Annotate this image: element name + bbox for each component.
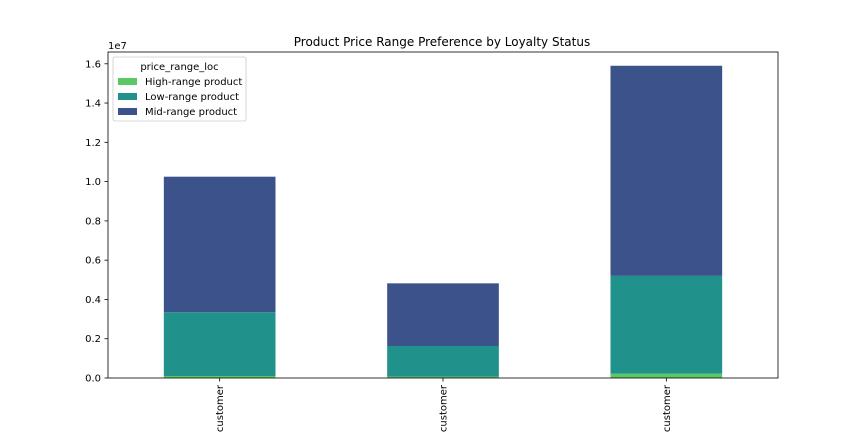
y-axis-offset-label: 1e7: [108, 41, 127, 52]
legend: price_range_loc High-range product Low-ran…: [112, 56, 247, 122]
y-tick-label-7: 1.4: [85, 99, 101, 110]
bar-2-series-1: [387, 376, 499, 378]
y-tick-label-2: 0.4: [85, 295, 101, 306]
y-tick-label-5: 1.0: [85, 177, 101, 188]
legend-label-3: Mid-range product: [145, 107, 237, 118]
legend-box: [112, 56, 247, 122]
legend-label-1: High-range product: [145, 77, 242, 88]
bar-2-series-3: [387, 283, 499, 346]
chart-title: Product Price Range Preference by Loyalt…: [294, 35, 590, 49]
bar-3-series-1: [610, 373, 723, 378]
bar-3-series-2: [610, 275, 723, 374]
y-tick-label-1: 0.2: [85, 334, 101, 345]
y-tick-label-0: 0.0: [85, 374, 101, 385]
bars-group: [163, 65, 723, 378]
legend-title: price_range_loc: [140, 62, 218, 73]
bar-3-series-3: [610, 65, 723, 276]
y-tick-label-8: 1.6: [85, 59, 101, 70]
x-tick-label-1: customer: [439, 384, 450, 432]
x-tick-label-0: customer: [215, 384, 226, 432]
y-tick-label-4: 0.8: [85, 216, 101, 227]
legend-swatch-3: [118, 108, 137, 115]
axes-group: 0.0 0.2 0.4 0.6 0.8 1.0 1.2 1.4 1.6 customer custo…: [85, 51, 779, 432]
x-tick-label-2: customer: [662, 384, 673, 432]
bar-1-series-1: [163, 376, 276, 378]
legend-swatch-2: [118, 93, 137, 100]
bar-1-series-2: [163, 312, 276, 377]
legend-label-2: Low-range product: [145, 92, 239, 103]
bar-1-series-3: [163, 176, 276, 313]
y-tick-label-3: 0.6: [85, 256, 101, 267]
legend-swatch-1: [118, 78, 137, 85]
y-tick-label-6: 1.2: [85, 138, 101, 149]
bar-2-series-2: [387, 345, 499, 377]
